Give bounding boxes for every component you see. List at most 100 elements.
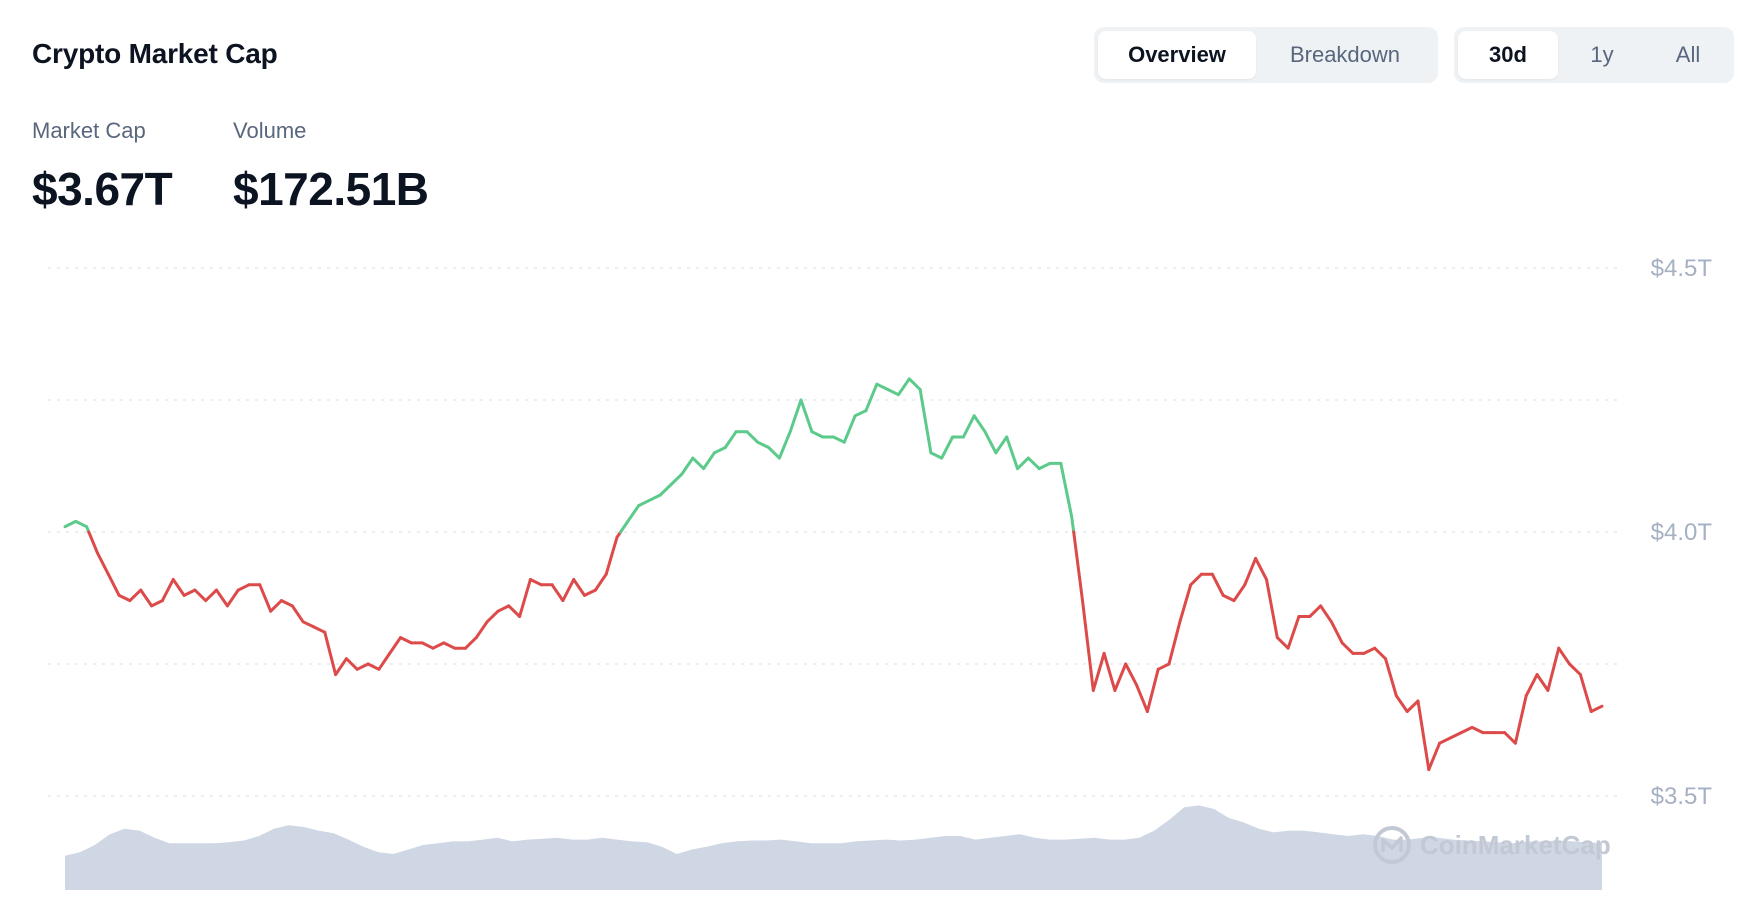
line-segment-down xyxy=(87,530,99,555)
line-segment-up xyxy=(875,382,890,391)
line-segment-down xyxy=(150,599,164,608)
line-segment-up xyxy=(626,504,641,523)
range-toggle: 30d 1y All xyxy=(1454,27,1734,83)
line-segment-down xyxy=(301,620,316,629)
line-segment-down xyxy=(388,636,402,655)
line-segment-down xyxy=(344,657,359,671)
line-segment-down xyxy=(420,641,435,650)
line-segment-down xyxy=(399,636,413,645)
line-segment-down xyxy=(269,599,283,613)
line-segment-down xyxy=(290,604,305,624)
line-segment-up xyxy=(1059,461,1074,518)
line-segment-up xyxy=(1005,435,1019,471)
line-segment-down xyxy=(377,651,392,671)
line-segment-down xyxy=(1535,673,1550,692)
line-segment-down xyxy=(1427,741,1442,772)
line-segment-up xyxy=(810,430,825,439)
line-segment-down xyxy=(280,599,294,608)
line-segment-up xyxy=(929,451,944,460)
line-segment-down xyxy=(1243,556,1258,587)
line-segment-up xyxy=(669,472,684,486)
watermark-text: CoinMarketCap xyxy=(1420,830,1611,860)
line-segment-down xyxy=(1167,620,1182,666)
tab-overview[interactable]: Overview xyxy=(1098,31,1256,79)
line-segment-up xyxy=(637,498,651,508)
line-segment-down xyxy=(1102,651,1117,692)
line-segment-up xyxy=(896,377,911,397)
line-segment-up xyxy=(972,414,987,434)
line-segment-up xyxy=(63,519,78,529)
line-segment-down xyxy=(1178,583,1193,624)
line-segment-up xyxy=(723,430,738,449)
line-segment-down xyxy=(583,588,597,597)
line-segment-down xyxy=(236,583,251,592)
line-segment-down xyxy=(1362,646,1377,655)
coinmarketcap-watermark: CoinMarketCap xyxy=(1373,826,1611,864)
line-segment-down xyxy=(1340,641,1355,655)
line-segment-down xyxy=(193,588,208,603)
view-toggle: Overview Breakdown xyxy=(1094,27,1438,83)
line-segment-up xyxy=(745,430,760,444)
range-30d-button[interactable]: 30d xyxy=(1458,31,1558,79)
y-tick-label: $3.5T xyxy=(1651,783,1713,810)
line-segment-up xyxy=(712,446,727,455)
page-title: Crypto Market Cap xyxy=(32,38,278,69)
line-segment-down xyxy=(1373,646,1387,661)
line-segment-down xyxy=(204,588,218,603)
line-segment-down xyxy=(1081,599,1095,692)
line-segment-up xyxy=(1016,456,1030,471)
line-segment-down xyxy=(1449,731,1463,740)
line-segment-up xyxy=(756,440,771,449)
line-segment-down xyxy=(106,572,121,597)
range-all-button[interactable]: All xyxy=(1675,42,1701,67)
line-segment-up xyxy=(691,456,706,471)
line-segment-down xyxy=(1286,615,1301,650)
y-tick-label: $4.0T xyxy=(1651,519,1713,546)
line-segment-down xyxy=(518,578,532,618)
line-segment-down xyxy=(1438,736,1452,745)
range-1y-button[interactable]: 1y xyxy=(1590,42,1614,67)
line-segment-down xyxy=(1405,699,1420,713)
line-segment-up xyxy=(853,409,868,418)
line-segment-up xyxy=(658,483,673,497)
volume-stat: Volume $172.51B xyxy=(233,118,429,216)
line-segment-down xyxy=(323,630,338,677)
line-segment-down xyxy=(1329,620,1344,645)
line-segment-down xyxy=(593,572,608,592)
line-segment-up xyxy=(767,446,781,460)
line-segment-up xyxy=(983,430,998,455)
line-segment-down xyxy=(258,583,273,613)
market-cap-line-layer xyxy=(63,377,1604,772)
line-segment-down xyxy=(496,604,511,613)
line-segment-down xyxy=(1470,725,1485,735)
line-segment-down xyxy=(366,662,381,671)
line-segment-down xyxy=(1113,662,1128,692)
line-segment-up xyxy=(940,435,955,460)
line-segment-down xyxy=(1524,673,1539,698)
line-segment-down xyxy=(528,578,543,587)
line-segment-down xyxy=(1416,699,1431,772)
line-segment-up xyxy=(907,377,922,391)
volume-area xyxy=(65,805,1602,890)
line-segment-up xyxy=(842,414,857,444)
line-segment-down xyxy=(182,588,197,597)
line-segment-down xyxy=(572,578,586,597)
market-cap-stat: Market Cap $3.67T xyxy=(32,118,173,216)
tab-breakdown[interactable]: Breakdown xyxy=(1289,42,1401,67)
line-segment-down xyxy=(1145,667,1160,713)
line-segment-up xyxy=(994,435,1009,455)
line-segment-up xyxy=(1026,456,1041,471)
line-segment-down xyxy=(1589,704,1604,713)
line-segment-down xyxy=(1557,646,1571,666)
line-segment-up xyxy=(702,451,716,471)
line-segment-down xyxy=(1308,604,1323,618)
line-segment-down xyxy=(215,588,229,608)
line-segment-down xyxy=(96,551,110,576)
y-tick-label: $4.5T xyxy=(1651,255,1713,282)
line-segment-down xyxy=(139,588,154,608)
line-segment-up xyxy=(1070,514,1076,534)
line-segment-up xyxy=(74,519,89,529)
market-cap-value: $3.67T xyxy=(32,163,173,215)
line-segment-up xyxy=(1037,461,1052,471)
